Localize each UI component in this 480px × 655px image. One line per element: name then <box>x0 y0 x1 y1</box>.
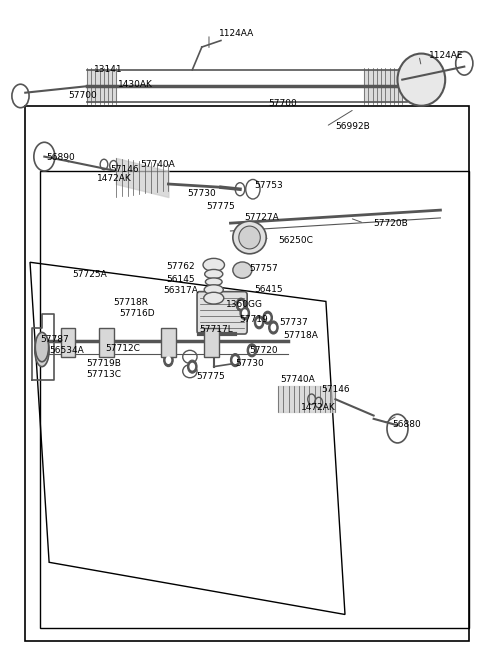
Text: 57737: 57737 <box>279 318 308 327</box>
FancyBboxPatch shape <box>197 291 247 334</box>
Circle shape <box>254 316 264 329</box>
Text: 56880: 56880 <box>393 420 421 428</box>
Text: 57700: 57700 <box>68 92 97 100</box>
Text: 56534A: 56534A <box>49 346 84 355</box>
Bar <box>99 328 114 357</box>
Ellipse shape <box>397 54 445 105</box>
Text: 57146: 57146 <box>321 385 350 394</box>
Circle shape <box>238 301 244 309</box>
Text: 57719: 57719 <box>239 314 268 324</box>
Ellipse shape <box>204 285 223 295</box>
Circle shape <box>265 314 271 322</box>
Circle shape <box>247 344 257 357</box>
Ellipse shape <box>35 332 48 362</box>
Text: 57787: 57787 <box>40 335 69 345</box>
Circle shape <box>271 324 276 331</box>
Ellipse shape <box>233 262 252 278</box>
Ellipse shape <box>204 269 223 278</box>
Circle shape <box>166 356 171 364</box>
Text: 57713C: 57713C <box>86 370 121 379</box>
Text: 56317A: 56317A <box>164 286 199 295</box>
Ellipse shape <box>35 334 49 367</box>
Text: 57775: 57775 <box>196 372 225 381</box>
Circle shape <box>232 356 238 364</box>
Text: 57753: 57753 <box>254 181 283 190</box>
Circle shape <box>242 309 248 317</box>
Circle shape <box>269 321 278 334</box>
Circle shape <box>230 354 240 367</box>
Bar <box>25 105 469 641</box>
Circle shape <box>240 307 250 320</box>
Circle shape <box>164 354 173 367</box>
Text: 57727A: 57727A <box>245 214 279 223</box>
Text: 56250C: 56250C <box>278 236 313 245</box>
Ellipse shape <box>203 258 225 271</box>
Bar <box>204 328 218 357</box>
Text: 57718A: 57718A <box>283 331 318 340</box>
Text: 57730: 57730 <box>188 189 216 198</box>
Text: 57719B: 57719B <box>86 359 121 368</box>
Text: 57700: 57700 <box>269 100 298 108</box>
Circle shape <box>190 363 195 371</box>
Bar <box>161 328 176 357</box>
Text: 56415: 56415 <box>254 285 283 294</box>
Text: 56890: 56890 <box>47 153 75 162</box>
Text: 57730: 57730 <box>235 359 264 368</box>
Text: 57717L: 57717L <box>199 325 233 334</box>
Text: 57762: 57762 <box>166 263 195 271</box>
Text: 56992B: 56992B <box>336 122 370 131</box>
Text: 57725A: 57725A <box>72 269 107 278</box>
Circle shape <box>249 346 255 354</box>
Text: 1360GG: 1360GG <box>226 300 263 309</box>
Bar <box>39 171 469 627</box>
Text: 57720: 57720 <box>250 346 278 355</box>
Text: 57757: 57757 <box>250 265 278 273</box>
Text: 57718R: 57718R <box>114 298 148 307</box>
Text: 57146: 57146 <box>110 164 139 174</box>
Circle shape <box>188 360 197 373</box>
Circle shape <box>256 318 262 326</box>
Text: 1472AK: 1472AK <box>301 403 336 411</box>
Ellipse shape <box>204 292 224 304</box>
Circle shape <box>236 298 246 311</box>
Text: 57720B: 57720B <box>373 219 408 228</box>
Ellipse shape <box>205 278 222 286</box>
Text: 13141: 13141 <box>95 66 123 75</box>
Text: 57740A: 57740A <box>281 375 315 384</box>
Text: 57716D: 57716D <box>120 309 156 318</box>
Ellipse shape <box>233 221 266 253</box>
Text: 1472AK: 1472AK <box>97 174 132 183</box>
Text: 57740A: 57740A <box>140 160 175 169</box>
Ellipse shape <box>239 226 260 249</box>
Text: 1430AK: 1430AK <box>118 81 153 89</box>
Text: 57712C: 57712C <box>106 344 140 353</box>
Text: 1124AE: 1124AE <box>429 51 463 60</box>
Text: 56145: 56145 <box>166 274 195 284</box>
Text: 1124AA: 1124AA <box>218 29 254 39</box>
Circle shape <box>263 311 273 324</box>
Bar <box>61 328 75 357</box>
Text: 57775: 57775 <box>206 202 235 212</box>
